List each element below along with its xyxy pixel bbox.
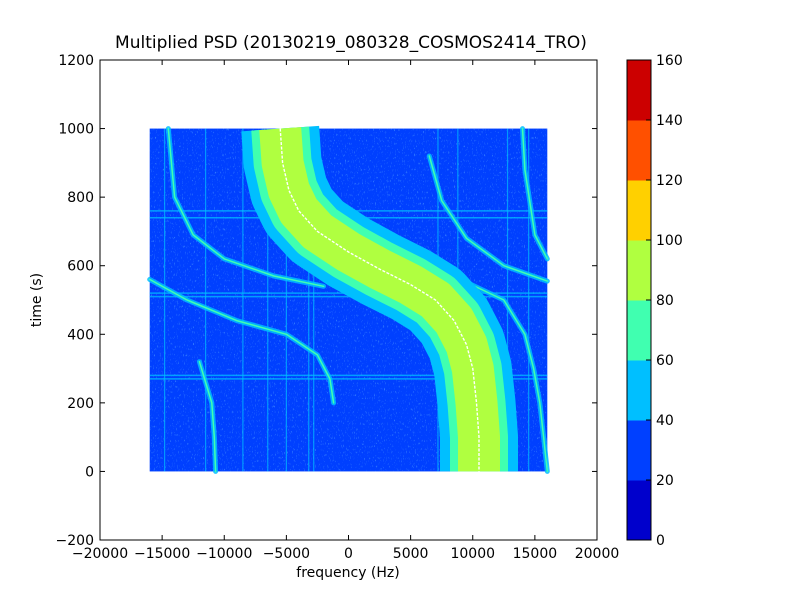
x-tick-label: 20000 <box>575 546 620 562</box>
x-tick-label: −20000 <box>72 546 128 562</box>
secondary-trace-core <box>428 155 549 282</box>
colorbar-segment <box>627 240 651 301</box>
x-tick-label: 0 <box>344 546 353 562</box>
colorbar: 0 20 40 60 80 100 120 140 160 <box>626 53 683 549</box>
x-tick-label: 5000 <box>393 546 429 562</box>
colorbar-tick-label: 100 <box>656 233 683 249</box>
secondary-trace-core <box>198 360 217 473</box>
secondary-doppler-traces <box>147 126 550 474</box>
colorbar-segment <box>627 480 651 541</box>
colorbar-tick-label: 60 <box>656 353 674 369</box>
y-tick-label: 1000 <box>58 122 94 138</box>
x-axis-label: frequency (Hz) <box>296 565 399 581</box>
y-tick-label: 1200 <box>58 53 94 69</box>
main-doppler-trace <box>241 123 518 477</box>
chart-title: Multiplied PSD (20130219_080328_COSMOS24… <box>115 33 587 53</box>
secondary-trace-core <box>167 127 325 288</box>
colorbar-tick-label: 140 <box>656 113 683 129</box>
secondary-trace-core <box>521 127 549 260</box>
colorbar-segment <box>627 360 651 421</box>
y-axis-ticks: −200 0 200 400 600 800 1000 1200 <box>56 53 597 549</box>
colorbar-segment <box>627 60 651 121</box>
colorbar-tick-label: 20 <box>656 473 674 489</box>
secondary-trace-core <box>148 278 335 404</box>
y-tick-label: 800 <box>67 190 94 206</box>
colorbar-segment <box>627 420 651 481</box>
colorbar-tick-label: 80 <box>656 293 674 309</box>
x-tick-label: −10000 <box>196 546 252 562</box>
colorbar-tick-label: 160 <box>656 53 683 69</box>
secondary-trace-core <box>459 278 549 473</box>
colorbar-segment <box>627 120 651 181</box>
x-tick-label: −15000 <box>134 546 190 562</box>
main-trace-peak-line <box>279 128 480 472</box>
y-tick-label: −200 <box>56 533 94 549</box>
y-axis-label: time (s) <box>29 273 45 327</box>
colorbar-segment <box>627 300 651 361</box>
colorbar-tick-label: 120 <box>656 173 683 189</box>
plot-area <box>100 60 597 540</box>
x-tick-label: 10000 <box>450 546 495 562</box>
colorbar-tick-label: 40 <box>656 413 674 429</box>
colorbar-segment <box>627 180 651 241</box>
x-axis-ticks: −20000 −15000 −10000 −5000 0 5000 10000 15000 20… <box>72 60 619 562</box>
x-tick-label: −5000 <box>263 546 310 562</box>
y-tick-label: 0 <box>85 464 94 480</box>
y-tick-label: 200 <box>67 396 94 412</box>
y-tick-label: 600 <box>67 259 94 275</box>
y-tick-label: 400 <box>67 327 94 343</box>
colorbar-tick-label: 0 <box>656 533 665 549</box>
x-tick-label: 15000 <box>513 546 558 562</box>
